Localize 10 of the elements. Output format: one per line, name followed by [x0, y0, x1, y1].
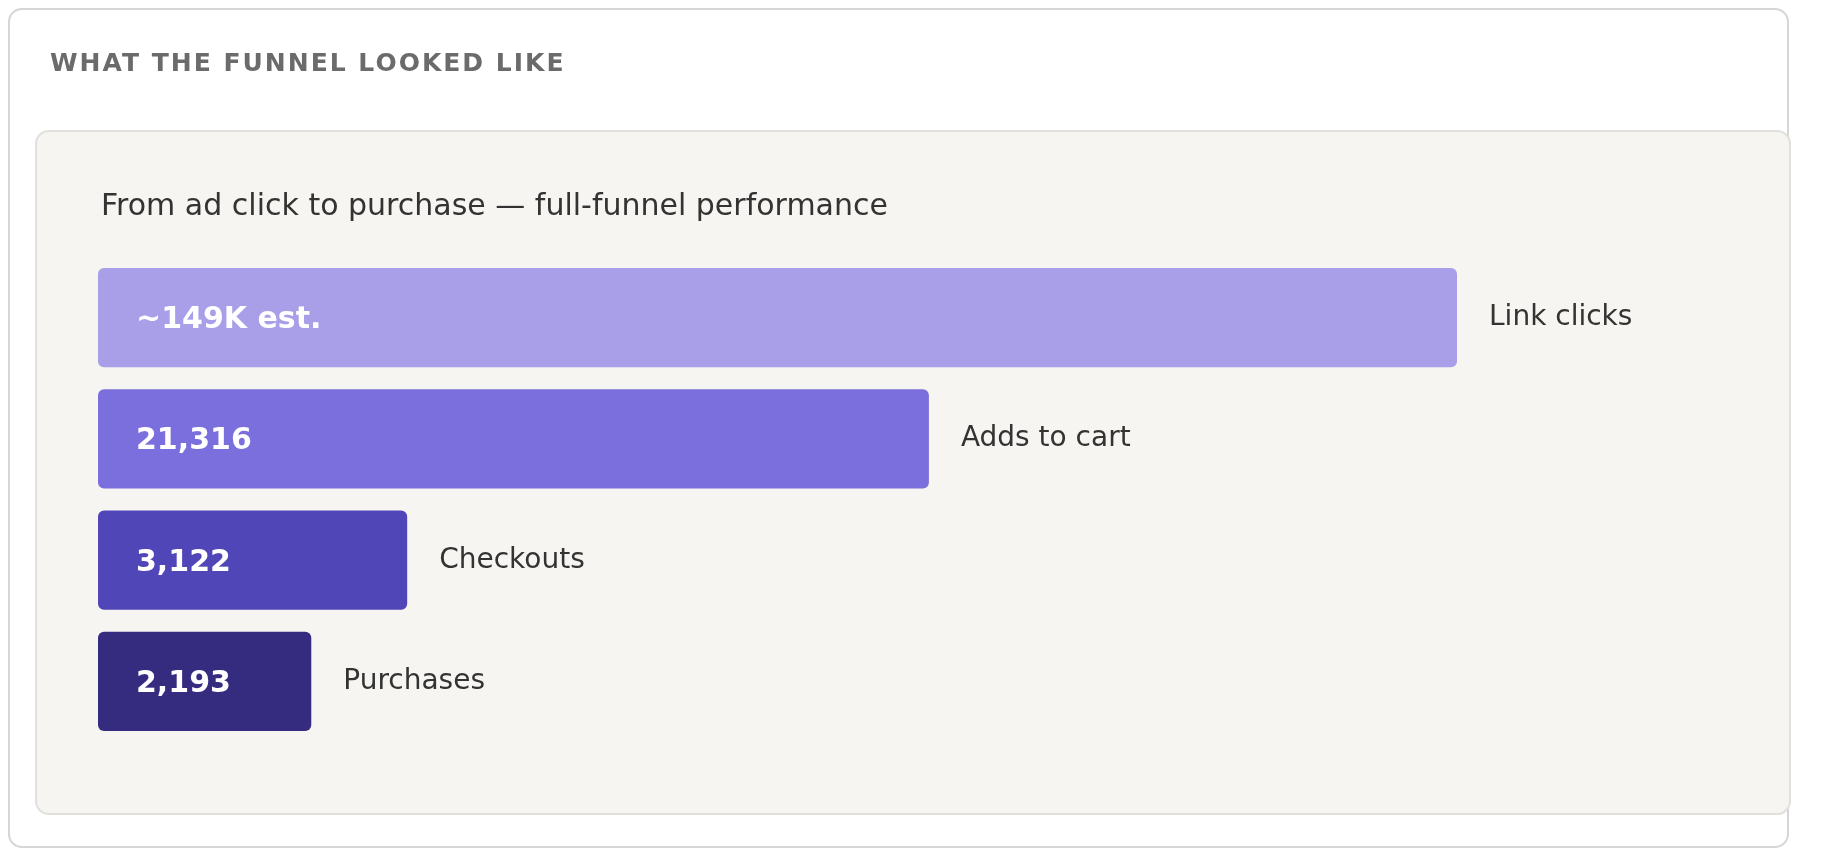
data-label: 2,193	[136, 663, 231, 699]
category-label: Adds to cart	[960, 420, 1131, 454]
category-label: Purchases	[343, 662, 486, 696]
data-label: 21,316	[136, 421, 252, 457]
category-label: Link clicks	[1489, 299, 1633, 333]
text: From ad click to purchase — full-funnel performance	[101, 187, 888, 222]
data-label: 3,122	[136, 542, 231, 578]
data-label: ~149K est.	[136, 300, 322, 336]
text: WHAT THE FUNNEL LOOKED LIKE	[50, 48, 566, 77]
category-label: Checkouts	[439, 541, 585, 575]
